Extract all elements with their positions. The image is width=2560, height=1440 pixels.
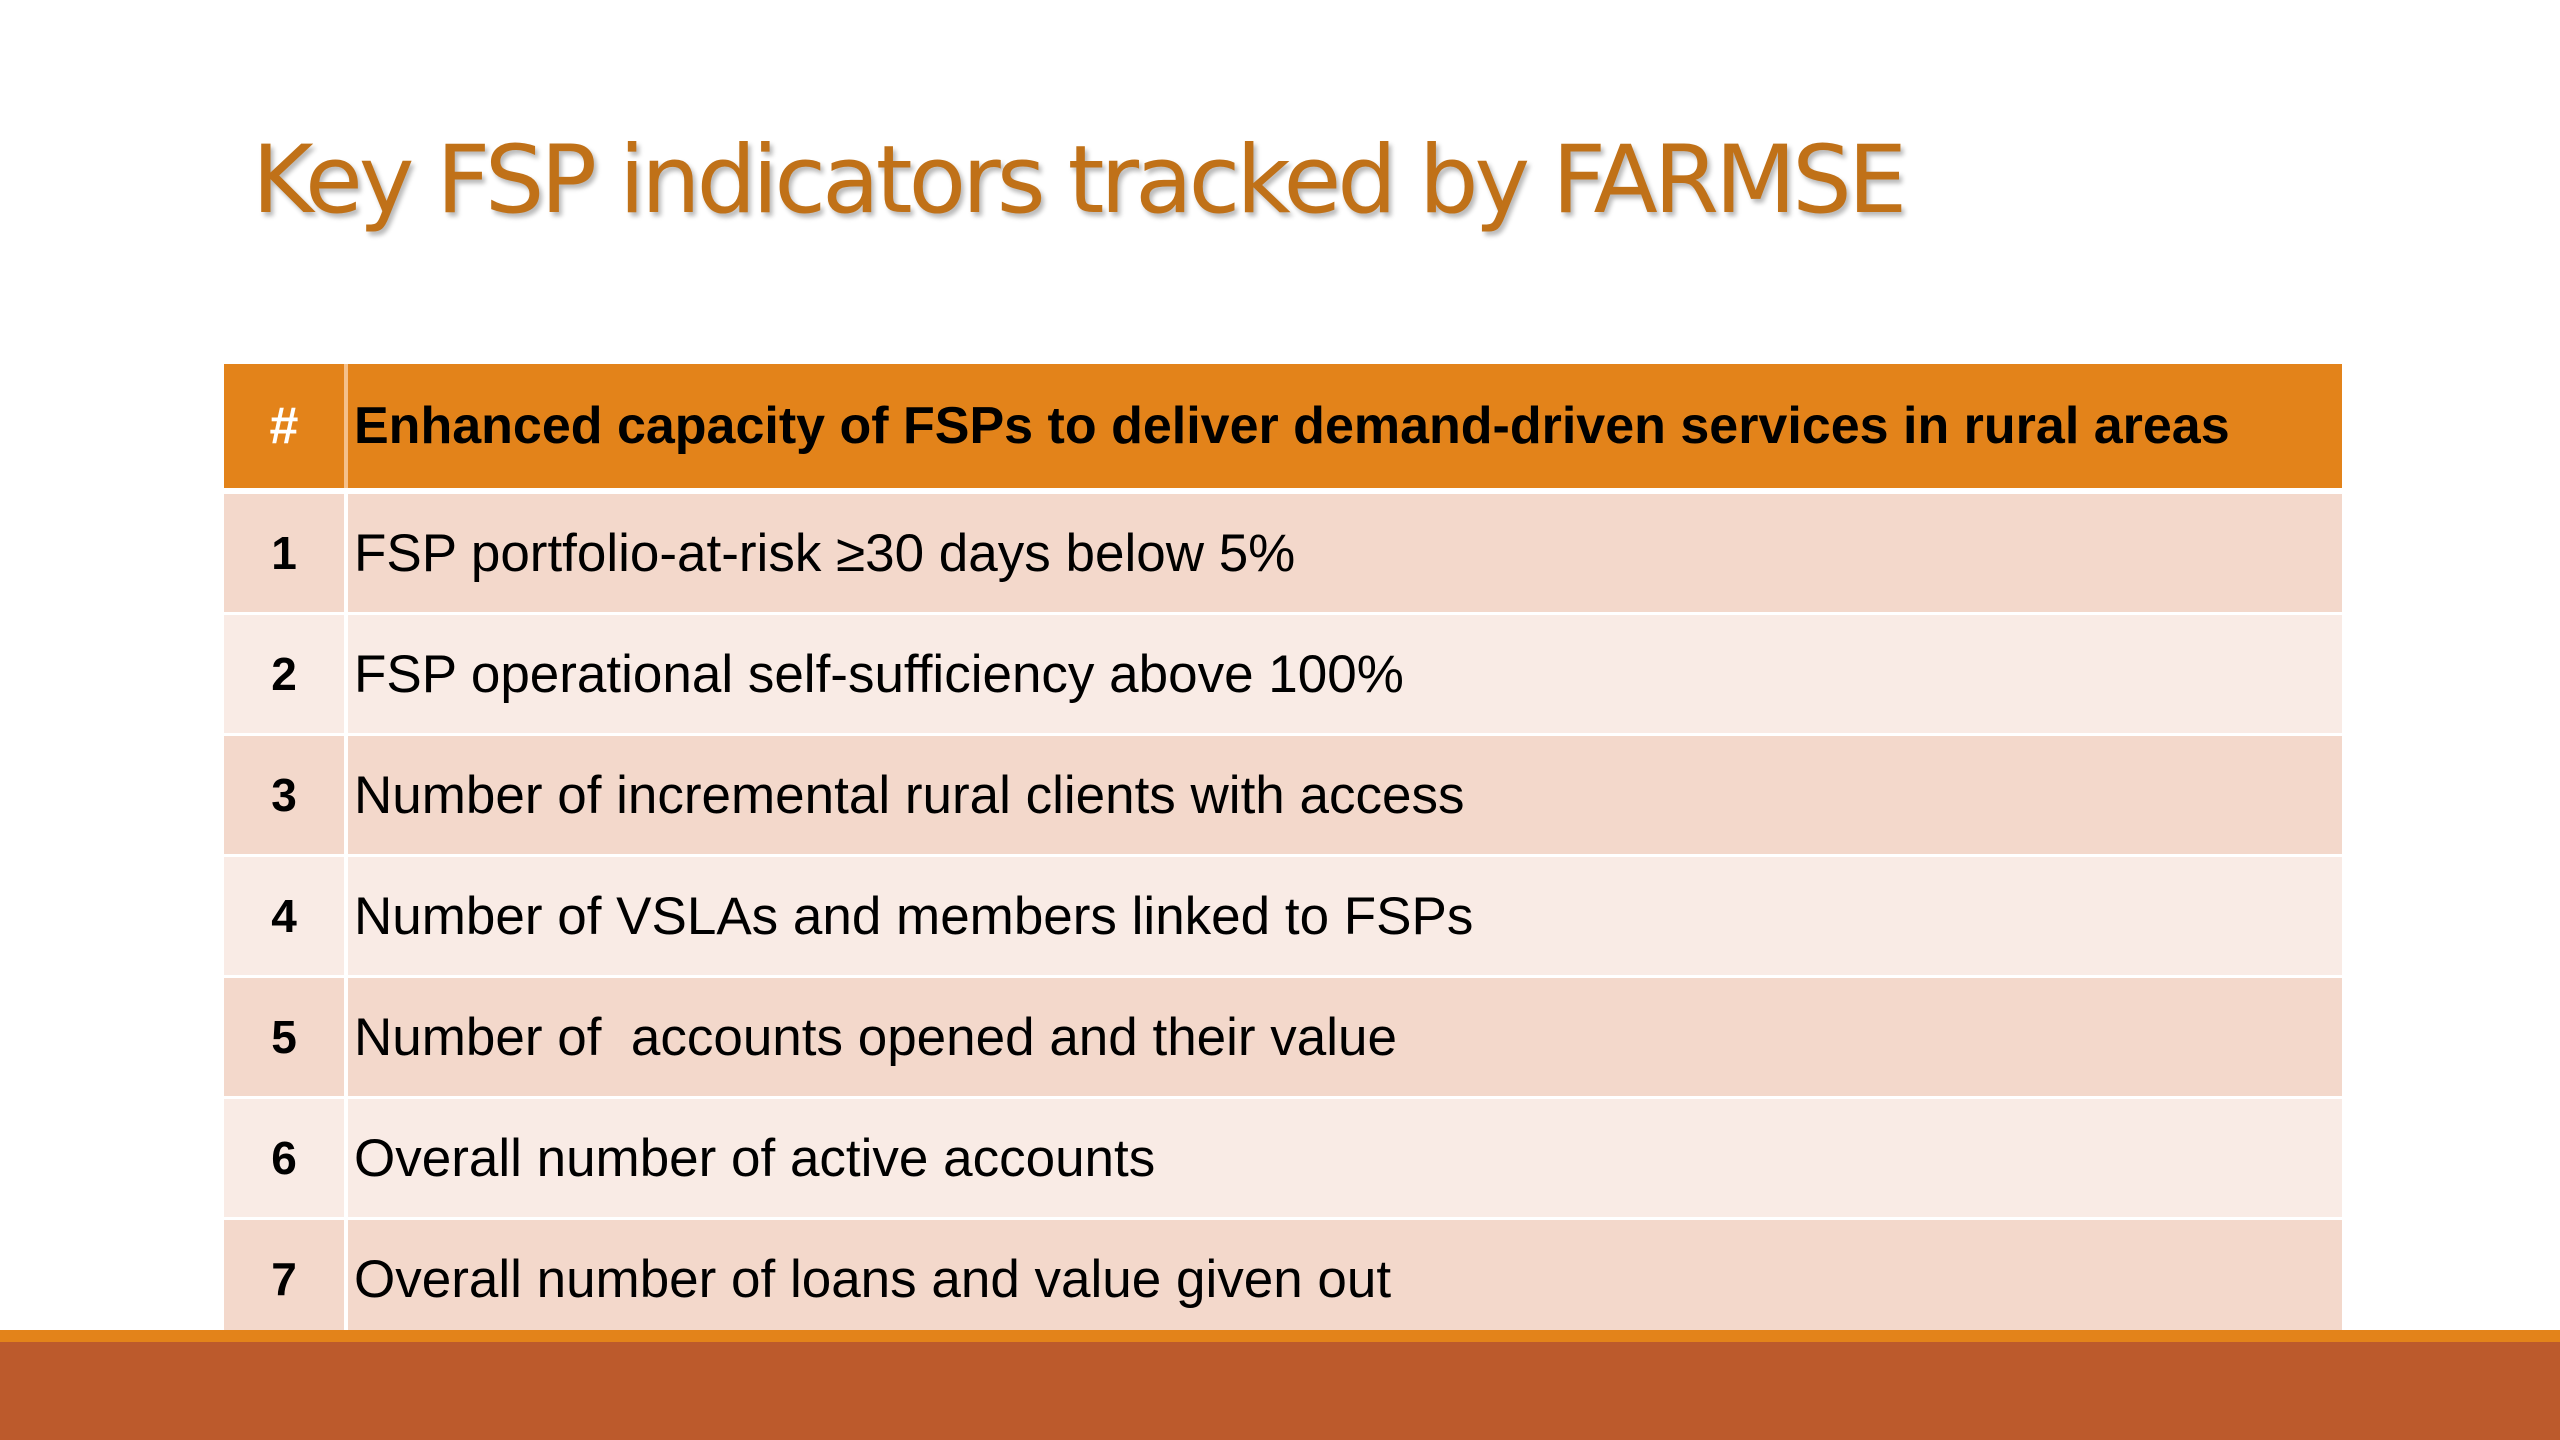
row-indicator: FSP portfolio-at-risk ≥30 days below 5% xyxy=(346,491,2342,615)
row-number: 4 xyxy=(224,855,348,978)
row-number: 3 xyxy=(224,734,348,857)
row-indicator: FSP operational self-sufficiency above 1… xyxy=(346,613,2342,736)
table-header-row: # Enhanced capacity of FSPs to deliver d… xyxy=(224,364,2342,494)
table-row: 3 Number of incremental rural clients wi… xyxy=(224,734,2342,857)
row-indicator: Number of VSLAs and members linked to FS… xyxy=(346,855,2342,978)
row-number: 6 xyxy=(224,1097,348,1220)
footer-band xyxy=(0,1342,2560,1440)
row-indicator: Number of accounts opened and their valu… xyxy=(346,976,2342,1099)
row-indicator: Number of incremental rural clients with… xyxy=(346,734,2342,857)
row-number: 1 xyxy=(224,491,348,615)
header-number: # xyxy=(224,364,348,494)
table-row: 7 Overall number of loans and value give… xyxy=(224,1218,2342,1341)
indicators-table: # Enhanced capacity of FSPs to deliver d… xyxy=(224,364,2342,1341)
row-indicator: Overall number of active accounts xyxy=(346,1097,2342,1220)
row-indicator: Overall number of loans and value given … xyxy=(346,1218,2342,1341)
table-row: 6 Overall number of active accounts xyxy=(224,1097,2342,1220)
row-number: 5 xyxy=(224,976,348,1099)
table-row: 1 FSP portfolio-at-risk ≥30 days below 5… xyxy=(224,491,2342,615)
header-title: Enhanced capacity of FSPs to deliver dem… xyxy=(346,364,2342,494)
table-row: 4 Number of VSLAs and members linked to … xyxy=(224,855,2342,978)
row-number: 2 xyxy=(224,613,348,736)
slide-title: Key FSP indicators tracked by FARMSE xyxy=(252,126,1907,235)
footer-accent-line xyxy=(0,1330,2560,1342)
row-number: 7 xyxy=(224,1218,348,1341)
table-row: 5 Number of accounts opened and their va… xyxy=(224,976,2342,1099)
table-row: 2 FSP operational self-sufficiency above… xyxy=(224,613,2342,736)
